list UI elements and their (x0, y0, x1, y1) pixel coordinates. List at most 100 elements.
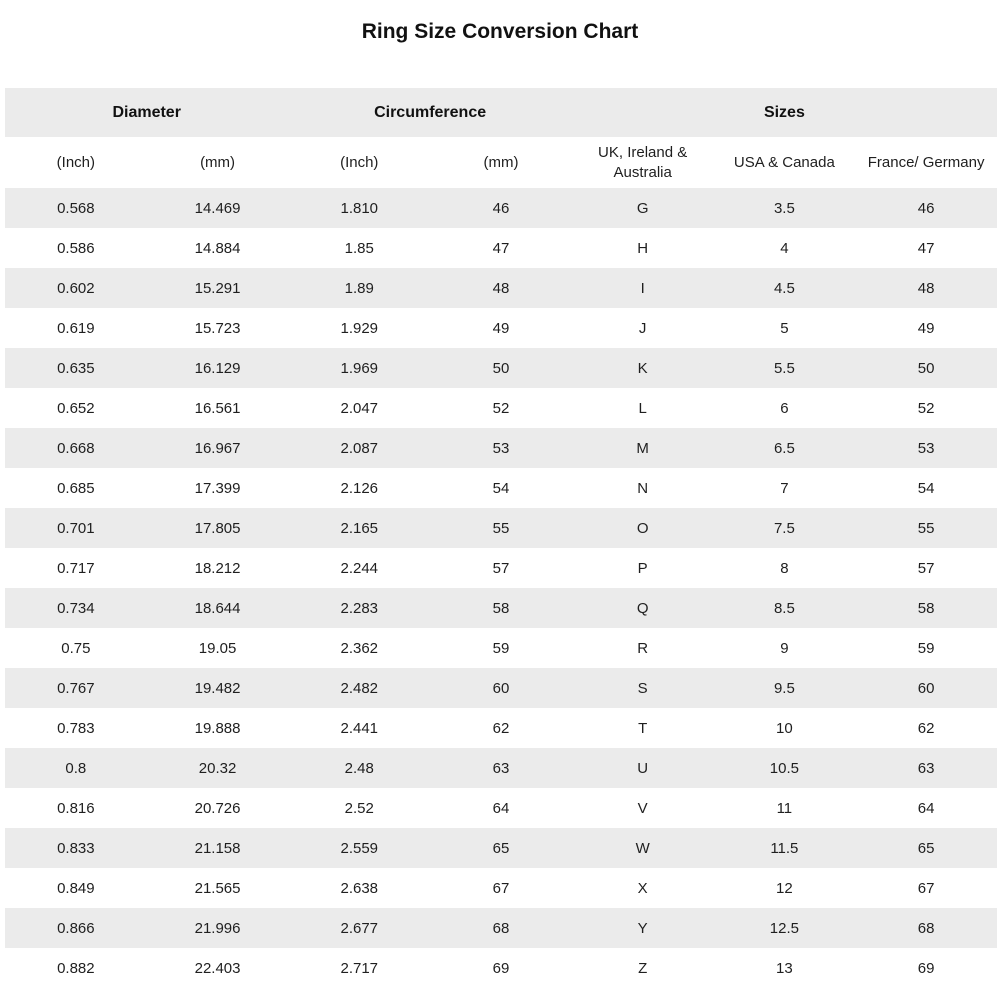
table-cell: 2.362 (340, 639, 379, 657)
table-cell: 21.565 (194, 879, 241, 897)
group-header-diameter: Diameter (5, 88, 289, 137)
table-cell: 4 (780, 239, 789, 257)
table-cell: 69 (492, 959, 510, 977)
table-cell: 0.816 (57, 799, 95, 817)
table-cell: 0.685 (57, 479, 95, 497)
table-cell: 69 (917, 959, 935, 977)
table-row: 0.701 17.805 2.165 55 O 7.5 55 (5, 508, 997, 548)
table-row: 0.568 14.469 1.810 46 G 3.5 46 (5, 188, 997, 228)
table-cell: 19.482 (194, 679, 241, 697)
table-cell: 1.929 (340, 319, 379, 337)
table-cell: 10.5 (769, 759, 799, 777)
table-cell: 2.638 (340, 879, 379, 897)
table-cell: 59 (917, 639, 935, 657)
table-cell: 0.652 (57, 399, 95, 417)
table-cell: 0.882 (57, 959, 95, 977)
table-row: 0.652 16.561 2.047 52 L 6 52 (5, 388, 997, 428)
table-cell: 65 (492, 839, 510, 857)
table-row: 0.717 18.212 2.244 57 P 8 57 (5, 548, 997, 588)
table-cell: 17.805 (194, 519, 241, 537)
table-cell: 0.635 (57, 359, 95, 377)
table-cell: 14.884 (194, 239, 241, 257)
table-row: 0.602 15.291 1.89 48 I 4.5 48 (5, 268, 997, 308)
col-header-uk-ireland-australia: UK, Ireland & Australia (571, 137, 714, 188)
table-cell: 5.5 (773, 359, 795, 377)
table-cell: 9 (780, 639, 789, 657)
table-cell: 1.969 (340, 359, 379, 377)
table-cell: 20.726 (194, 799, 241, 817)
table-cell: 0.668 (57, 439, 95, 457)
table-row: 0.586 14.884 1.85 47 H 4 47 (5, 228, 997, 268)
table-cell: 11.5 (770, 839, 799, 857)
group-header-row: Diameter Circumference Sizes (5, 88, 997, 137)
column-header-row: (Inch) (mm) (Inch) (mm) UK, Ireland & Au… (5, 137, 997, 188)
table-cell: 59 (492, 639, 510, 657)
table-row: 0.767 19.482 2.482 60 S 9.5 60 (5, 668, 997, 708)
table-cell: 2.52 (344, 799, 374, 817)
table-cell: 10 (776, 719, 793, 737)
table-cell: 11 (776, 799, 793, 817)
table-cell: 2.441 (340, 719, 379, 737)
table-cell: 2.48 (344, 759, 374, 777)
table-cell: 2.047 (340, 399, 379, 417)
table-cell: N (637, 479, 649, 497)
table-row: 0.816 20.726 2.52 64 V 11 64 (5, 788, 997, 828)
table-row: 0.75 19.05 2.362 59 R 9 59 (5, 628, 997, 668)
table-cell: 65 (917, 839, 935, 857)
table-cell: 55 (917, 519, 935, 537)
table-cell: 50 (917, 359, 935, 377)
table-cell: O (636, 519, 649, 537)
table-cell: 7 (780, 479, 789, 497)
table-cell: 2.165 (340, 519, 379, 537)
table-cell: 18.644 (194, 599, 241, 617)
table-cell: 2.126 (340, 479, 379, 497)
table-cell: 55 (492, 519, 510, 537)
table-cell: 2.559 (340, 839, 379, 857)
table-cell: 68 (917, 919, 935, 937)
table-cell: 58 (492, 599, 510, 617)
table-cell: L (638, 399, 647, 417)
table-cell: 49 (917, 319, 935, 337)
table-row: 0.882 22.403 2.717 69 Z 13 69 (5, 948, 997, 988)
table-cell: 1.85 (344, 239, 374, 257)
table-cell: 63 (492, 759, 510, 777)
table-cell: V (637, 799, 648, 817)
table-cell: G (636, 199, 649, 217)
group-header-circumference: Circumference (288, 88, 572, 137)
table-row: 0.849 21.565 2.638 67 X 12 67 (5, 868, 997, 908)
table-cell: 0.568 (57, 199, 95, 217)
table-cell: 9.5 (773, 679, 795, 697)
table-cell: 21.158 (194, 839, 241, 857)
table-cell: 2.244 (340, 559, 379, 577)
table-cell: P (637, 559, 648, 577)
col-header-diameter-mm: (mm) (146, 137, 289, 188)
table-cell: 49 (492, 319, 510, 337)
table-row: 0.668 16.967 2.087 53 M 6.5 53 (5, 428, 997, 468)
col-header-france-germany: France/ Germany (855, 137, 997, 188)
table-cell: 2.482 (340, 679, 379, 697)
table-cell: 53 (917, 439, 935, 457)
table-cell: I (640, 279, 645, 297)
table-cell: 47 (917, 239, 935, 257)
table-row: 0.734 18.644 2.283 58 Q 8.5 58 (5, 588, 997, 628)
col-header-diameter-inch: (Inch) (5, 137, 147, 188)
table-row: 0.783 19.888 2.441 62 T 10 62 (5, 708, 997, 748)
table-row: 0.8 20.32 2.48 63 U 10.5 63 (5, 748, 997, 788)
table-cell: 0.767 (57, 679, 95, 697)
table-cell: 54 (917, 479, 935, 497)
table-cell: 0.783 (57, 719, 95, 737)
table-cell: 1.810 (340, 199, 379, 217)
table-cell: 0.619 (57, 319, 95, 337)
table-cell: 2.283 (340, 599, 379, 617)
table-cell: 14.469 (194, 199, 241, 217)
table-cell: 60 (492, 679, 510, 697)
table-cell: 63 (917, 759, 935, 777)
table-cell: U (637, 759, 649, 777)
table-cell: 48 (917, 279, 935, 297)
table-cell: Z (638, 959, 648, 977)
table-row: 0.619 15.723 1.929 49 J 5 49 (5, 308, 997, 348)
group-header-sizes: Sizes (571, 88, 997, 137)
table-cell: 15.723 (194, 319, 241, 337)
table-cell: W (635, 839, 650, 857)
